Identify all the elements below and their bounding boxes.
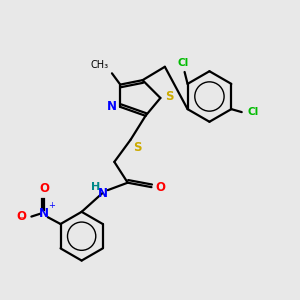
Text: ⁻: ⁻ [18, 214, 25, 227]
Text: H: H [91, 182, 101, 192]
Text: S: S [133, 141, 142, 154]
Text: CH₃: CH₃ [91, 60, 109, 70]
Text: O: O [39, 182, 49, 195]
Text: N: N [39, 207, 49, 220]
Text: N: N [107, 100, 117, 113]
Text: N: N [98, 187, 107, 200]
Text: S: S [165, 90, 173, 103]
Text: +: + [48, 201, 55, 210]
Text: Cl: Cl [248, 107, 259, 117]
Text: O: O [16, 210, 26, 223]
Text: O: O [156, 181, 166, 194]
Text: Cl: Cl [178, 58, 189, 68]
